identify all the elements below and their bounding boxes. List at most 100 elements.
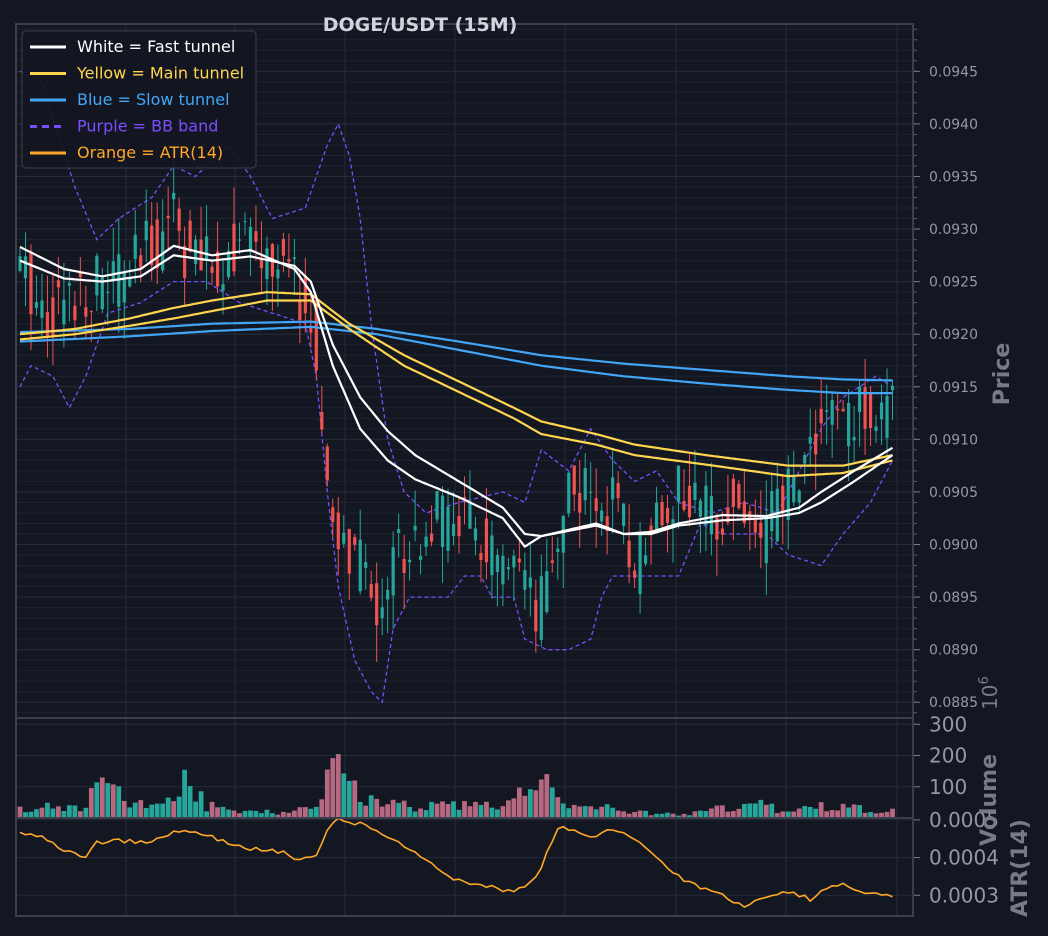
candle-body [89, 310, 93, 312]
candle-body [413, 525, 417, 531]
volume-bar [193, 801, 198, 818]
volume-bar [105, 783, 111, 818]
volume-bar [401, 800, 407, 818]
candle-body [435, 491, 439, 520]
candle-body [627, 540, 631, 568]
volume-bar [796, 808, 802, 818]
candle-body [347, 529, 351, 574]
volume-bar [835, 810, 841, 818]
volume-bar [604, 804, 610, 818]
volume-bar [297, 807, 303, 818]
volume-bar [77, 811, 83, 818]
price-tick-label: 0.0930 [929, 222, 978, 238]
candle-body [501, 555, 505, 585]
candle-body [117, 254, 121, 307]
candle-body [792, 475, 796, 503]
price-tick-label: 0.0900 [929, 538, 978, 554]
volume-bar [462, 801, 467, 818]
candle-body [397, 529, 401, 533]
price-tick-label: 0.0885 [929, 695, 978, 711]
volume-bar [248, 810, 253, 818]
volume-bar [632, 811, 637, 818]
candle-body [111, 261, 115, 280]
candle-body [232, 223, 236, 272]
atr-axis-label: ATR(14) [1008, 819, 1033, 917]
tunnels [19, 244, 894, 549]
price-tick-label: 0.0915 [929, 380, 978, 396]
candle-body [144, 220, 148, 241]
volume-bar [132, 802, 138, 818]
candle-body [358, 539, 362, 592]
candle-body [836, 408, 840, 411]
candle-body [298, 299, 302, 321]
volume-bar [824, 811, 830, 818]
candle-body [786, 468, 790, 520]
volume-bar [275, 814, 281, 818]
candle-body [276, 269, 280, 279]
volume-bar [566, 808, 572, 818]
volume-bar [884, 811, 890, 818]
volume-bar [72, 805, 78, 818]
volume-bar [176, 796, 182, 818]
volume-bar [703, 811, 709, 818]
candle-body [281, 239, 285, 256]
candle-body [226, 250, 231, 278]
volume-bar [571, 804, 577, 818]
candle-body [605, 516, 609, 532]
volume-bar [83, 807, 89, 818]
volume-bar [495, 809, 500, 818]
volume-bar [385, 804, 391, 818]
candle-body [676, 465, 681, 502]
volume-scale-base: 10 [978, 685, 1002, 710]
volume-bar [116, 786, 122, 818]
candle-body [781, 485, 785, 514]
candle-body [133, 234, 137, 259]
atr-tick-label: 0.0003 [929, 883, 999, 907]
volume-bar [335, 754, 341, 818]
volume-bar [319, 799, 325, 818]
candle-body [204, 236, 209, 261]
volume-bar [264, 809, 270, 818]
volume-bar [785, 811, 791, 818]
volume-bar [242, 810, 248, 818]
volume-bar [709, 808, 714, 818]
volume-bar [763, 804, 769, 818]
volume-bar [555, 797, 561, 818]
volume-bar [407, 807, 413, 818]
volume-bar [868, 812, 873, 818]
volume-bar [654, 813, 659, 818]
price-tick-label: 0.0910 [929, 432, 978, 448]
volume-bar [829, 809, 835, 818]
volume-bar [615, 810, 621, 818]
volume-bar [198, 791, 204, 818]
candle-body [847, 402, 851, 447]
candle-body [720, 528, 724, 535]
candle-body [325, 446, 329, 481]
atr-axis: 0.0003 0.0004 0.0005 [913, 808, 999, 907]
candle-body [814, 433, 818, 455]
candle-body [857, 386, 862, 412]
candle-body [556, 548, 560, 553]
candle-body [402, 558, 406, 574]
volume-scale-label: 106 [977, 676, 1002, 710]
candle-body [265, 248, 269, 280]
candle-body [34, 302, 39, 309]
candle-body [122, 272, 126, 303]
candle-body [665, 507, 670, 523]
volume-bar [253, 810, 259, 818]
candle-body [314, 300, 318, 371]
volume-bar [451, 801, 456, 818]
volume-bar [846, 807, 852, 818]
candle-body [890, 386, 895, 391]
price-tick-label: 0.0925 [929, 275, 978, 291]
volume-tick-label: 300 [929, 712, 967, 736]
candle-body [523, 570, 527, 590]
volume-bar [473, 801, 478, 818]
volume-bar [286, 812, 292, 818]
volume-bar [28, 811, 34, 818]
candle-body [594, 498, 598, 511]
volume-bar [489, 807, 495, 818]
volume-bar [741, 803, 747, 818]
volume-bar [99, 777, 105, 818]
